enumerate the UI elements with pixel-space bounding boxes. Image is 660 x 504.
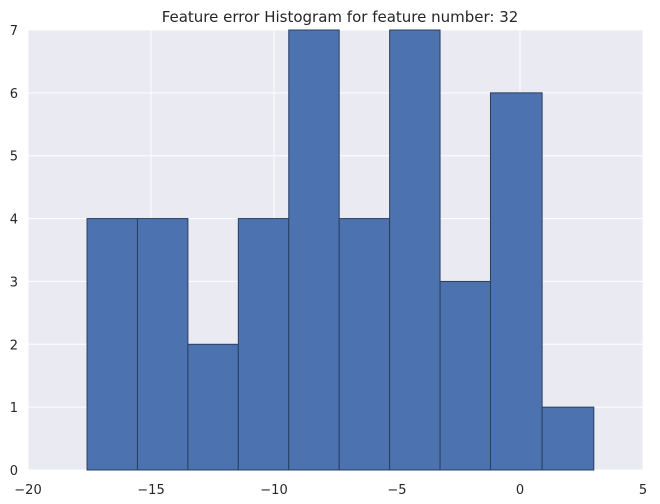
x-axis-tick-labels: −20 −15 −10 −5 0 5	[14, 483, 647, 498]
histogram-bar	[389, 29, 441, 471]
histogram-bar	[237, 218, 290, 471]
histogram-bar	[187, 343, 239, 471]
histogram-bar	[489, 92, 543, 471]
x-tick-label: −5	[387, 483, 406, 498]
x-tick-label: −10	[260, 483, 287, 498]
chart-title: Feature error Histogram for feature numb…	[162, 8, 519, 26]
histogram-bars	[86, 29, 595, 471]
histogram-bar	[338, 218, 391, 471]
x-tick-label: 0	[516, 483, 524, 498]
histogram-bar	[288, 29, 340, 471]
y-tick-label: 4	[10, 213, 18, 228]
x-tick-label: 5	[639, 483, 647, 498]
histogram-bar	[439, 280, 491, 471]
y-tick-label: 3	[10, 275, 18, 290]
y-axis-tick-labels: 0 1 2 3 4 5 6 7	[10, 24, 18, 479]
histogram-bar	[541, 406, 595, 471]
histogram-bar	[136, 218, 189, 471]
y-tick-label: 0	[10, 464, 18, 479]
y-tick-label: 2	[10, 338, 18, 353]
x-tick-label: −20	[14, 483, 41, 498]
y-tick-label: 5	[10, 150, 18, 165]
y-tick-label: 7	[10, 24, 18, 39]
y-tick-label: 6	[10, 87, 18, 102]
histogram-bar	[86, 218, 138, 471]
x-tick-label: −15	[137, 483, 164, 498]
y-tick-label: 1	[10, 401, 18, 416]
